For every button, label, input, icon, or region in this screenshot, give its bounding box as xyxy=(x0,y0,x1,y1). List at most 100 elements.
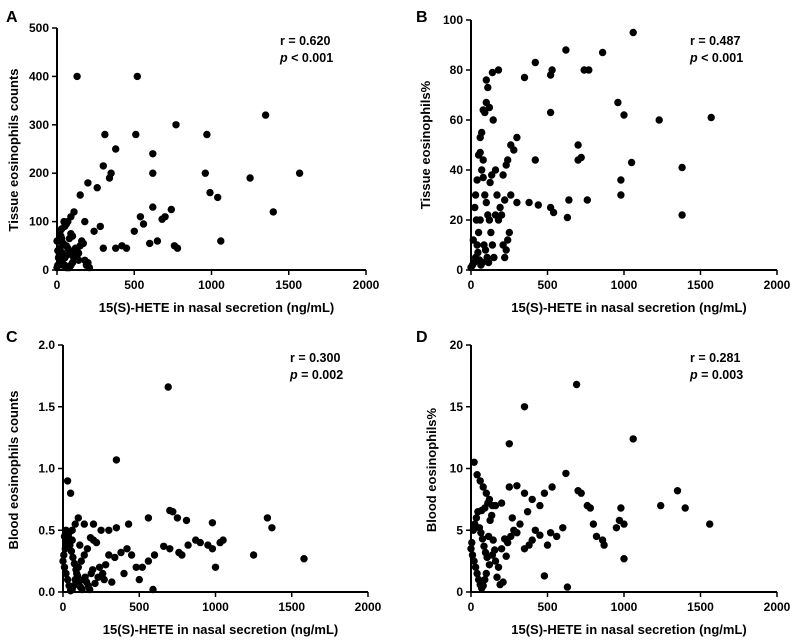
data-point xyxy=(655,116,663,124)
p-value: p < 0.001 xyxy=(279,51,333,65)
data-point xyxy=(65,529,73,537)
data-point xyxy=(149,169,157,177)
data-point xyxy=(86,585,94,594)
panel-label: B xyxy=(416,9,428,26)
data-point xyxy=(144,514,153,522)
data-point xyxy=(476,133,484,142)
data-point xyxy=(473,569,481,578)
data-point xyxy=(112,524,121,532)
p-symbol: p xyxy=(689,368,698,382)
data-point xyxy=(217,237,225,245)
data-point xyxy=(102,561,110,569)
y-tick-label: 40 xyxy=(450,163,464,177)
x-tick-label: 1000 xyxy=(202,600,229,614)
data-point xyxy=(133,72,141,81)
data-point xyxy=(505,483,513,491)
data-point xyxy=(77,557,86,565)
data-point xyxy=(574,156,582,164)
data-point xyxy=(149,585,157,594)
data-point xyxy=(478,166,486,174)
data-point xyxy=(614,98,622,107)
data-point xyxy=(553,532,561,541)
y-axis-label: Tissue eosinophils% xyxy=(418,80,433,209)
data-point xyxy=(493,191,501,199)
x-tick-label: 2000 xyxy=(353,278,380,292)
data-point xyxy=(170,242,179,250)
data-point xyxy=(493,573,501,581)
data-point xyxy=(548,483,556,491)
data-point xyxy=(478,506,486,515)
data-point xyxy=(120,569,128,578)
data-point xyxy=(112,244,120,252)
data-point xyxy=(474,248,482,257)
data-point xyxy=(507,532,515,541)
data-point xyxy=(471,563,480,571)
data-point xyxy=(166,545,174,553)
data-point xyxy=(476,477,484,485)
data-point xyxy=(204,541,212,549)
data-point xyxy=(468,538,476,547)
data-point xyxy=(90,227,98,235)
data-point xyxy=(497,499,506,507)
data-point xyxy=(268,524,276,532)
data-point xyxy=(65,582,73,590)
data-point xyxy=(513,133,521,142)
data-point xyxy=(59,557,67,565)
data-point xyxy=(479,106,487,114)
data-point xyxy=(467,263,475,272)
data-point xyxy=(478,535,487,543)
data-point xyxy=(478,258,487,267)
data-point xyxy=(489,536,497,544)
data-point xyxy=(160,542,168,550)
data-point xyxy=(261,111,270,119)
data-point xyxy=(153,237,162,245)
data-point xyxy=(476,148,484,157)
data-point xyxy=(485,561,494,569)
x-tick-label: 2000 xyxy=(764,278,791,292)
data-point xyxy=(507,191,515,199)
data-point xyxy=(540,489,549,497)
data-point xyxy=(482,76,490,84)
data-point xyxy=(63,477,72,485)
data-point xyxy=(681,504,689,512)
data-point xyxy=(269,208,277,216)
y-tick-label: 200 xyxy=(29,166,49,180)
data-point xyxy=(182,516,191,525)
data-point xyxy=(486,178,494,187)
data-point xyxy=(60,563,69,571)
data-point xyxy=(620,111,628,119)
data-point xyxy=(489,116,497,124)
data-point xyxy=(63,575,72,584)
data-point xyxy=(563,213,572,222)
data-point xyxy=(91,579,99,588)
data-point xyxy=(169,508,177,516)
data-point xyxy=(164,383,172,391)
data-point xyxy=(112,145,120,153)
data-point xyxy=(572,380,581,389)
data-point xyxy=(81,217,89,226)
data-point xyxy=(66,489,75,497)
data-point xyxy=(531,58,539,67)
data-point xyxy=(598,536,607,544)
data-point xyxy=(627,158,636,167)
data-point xyxy=(172,121,180,129)
data-point xyxy=(580,66,588,74)
y-tick-label: 20 xyxy=(450,213,464,227)
data-point xyxy=(201,169,209,177)
data-point xyxy=(484,258,493,267)
x-tick-label: 2000 xyxy=(764,600,791,614)
data-point xyxy=(528,495,536,504)
data-point xyxy=(563,583,572,591)
data-point xyxy=(468,551,477,559)
x-tick-label: 0 xyxy=(60,600,67,614)
data-point xyxy=(577,489,585,497)
data-point xyxy=(574,141,582,149)
data-point xyxy=(531,156,539,164)
data-point xyxy=(483,553,491,562)
data-point xyxy=(482,98,490,107)
data-point xyxy=(73,72,81,81)
data-point xyxy=(130,227,138,235)
y-tick-label: 0 xyxy=(456,585,463,599)
data-point xyxy=(513,198,521,207)
